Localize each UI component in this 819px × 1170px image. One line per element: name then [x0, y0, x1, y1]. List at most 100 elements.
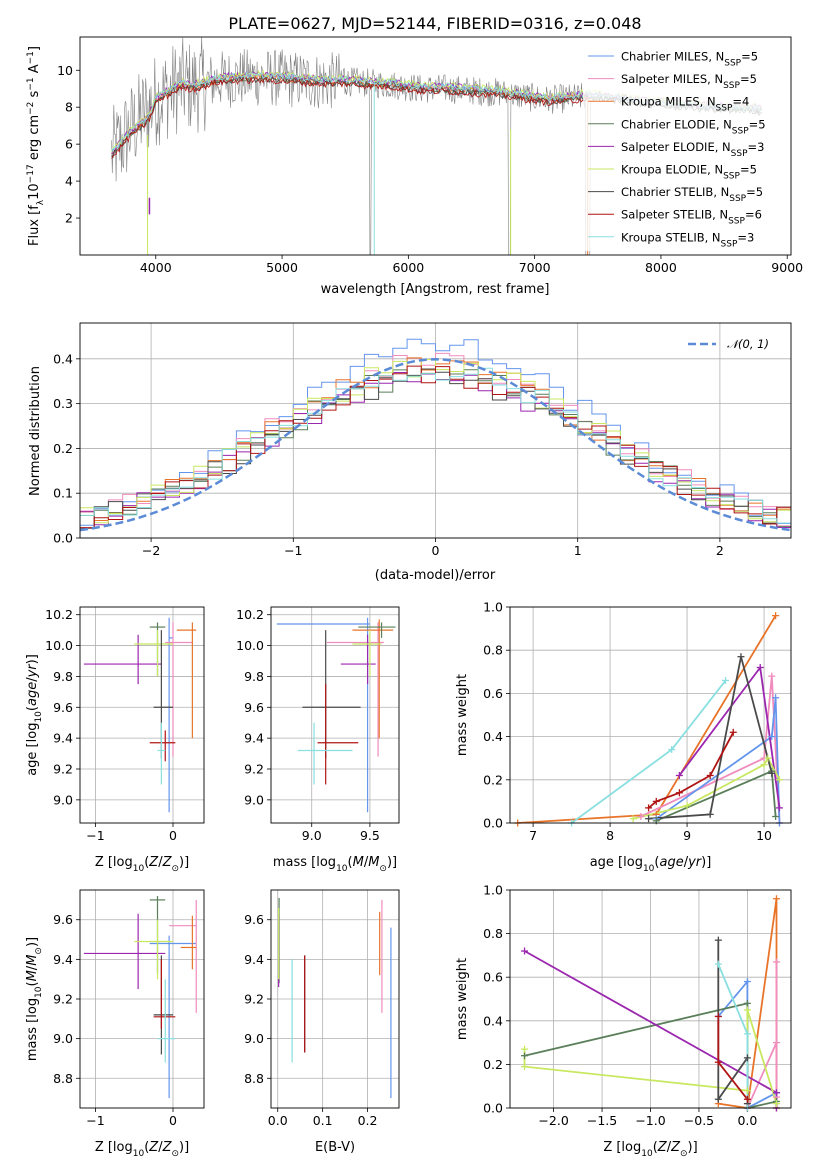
y-tick-label: 0.3 [53, 396, 73, 411]
label-part: 10 [34, 711, 44, 723]
mass-vs-metallicity-panel: −1 08.89.09.29.49.6Z [log10(Z/Z⊙)]mass [l… [25, 889, 205, 1159]
label-part: erg cm [27, 115, 42, 164]
normal-curve [80, 358, 791, 532]
y-axis-label: mass weight [455, 958, 470, 1040]
label-part: / [158, 1140, 163, 1155]
x-axis-label: (data-model)/error [375, 568, 496, 583]
weight-series-line [648, 731, 735, 809]
x-tick-label: 8 [606, 828, 614, 843]
x-tick-label: 8000 [645, 260, 677, 275]
x-tick-label: 4000 [140, 260, 172, 275]
weight-series-line [648, 656, 773, 820]
y-tick-label: 10 [57, 63, 73, 78]
axes-frame [79, 322, 792, 539]
x-axis-label: E(B-V) [315, 1140, 355, 1155]
y-tick-label: 0.8 [483, 926, 503, 941]
label-part: SSP [731, 149, 748, 159]
label-part: mass [log [25, 998, 40, 1061]
label-part: ] [27, 46, 42, 51]
label-part: M [368, 855, 379, 870]
label-part: Chabrier MILES, N [621, 50, 724, 64]
y-tick-label: 0.0 [483, 1101, 503, 1116]
plot-area [80, 338, 791, 538]
x-tick-label: −0.5 [684, 1113, 714, 1128]
label-part: yr [687, 855, 703, 870]
label-part: / [364, 855, 369, 870]
label-part: Z [657, 1140, 668, 1155]
legend-entry: Salpeter MILES, NSSP=5 [621, 72, 757, 91]
plot-area [83, 895, 197, 1099]
label-part: Kroupa MILES, N [621, 95, 716, 109]
label-part: =5 [746, 185, 763, 199]
y-tick-label: 9.4 [244, 731, 264, 746]
label-part: −2 [26, 102, 36, 115]
y-tick-label: 0.8 [483, 643, 503, 658]
label-part: −17 [26, 164, 36, 183]
label-part: ( [653, 1140, 658, 1155]
y-tick-label: 0.0 [483, 816, 503, 831]
y-axis-label: mass weight [455, 674, 470, 756]
label-part: M [25, 955, 40, 966]
y-tick-label: 9.4 [244, 952, 264, 967]
label-part: −1 [26, 51, 36, 64]
y-tick-label: 0.4 [53, 351, 73, 366]
label-part: =5 [749, 117, 766, 131]
y-tick-label: 0.6 [483, 970, 503, 985]
y-tick-label: 9.6 [244, 912, 264, 927]
label-part: SSP [729, 194, 746, 204]
label-part: =5 [741, 50, 758, 64]
weight-series-line [640, 676, 781, 823]
label-part: ⊙ [34, 947, 44, 955]
model-spectrum-line [111, 76, 588, 159]
label-part: s [27, 90, 42, 101]
y-tick-label: 8.8 [53, 1071, 73, 1086]
legend-entry: Kroupa STELIB, NSSP=3 [621, 230, 754, 249]
y-tick-label: 0.2 [483, 1057, 503, 1072]
age-vs-metallicity-panel: −1 09.09.29.49.69.810.010.2Z [log10(Z/Z⊙)… [25, 606, 205, 874]
y-tick-label: 10.2 [45, 607, 73, 622]
y-axis-label: Flux [fλ10−17 erg cm−2 s−1 A−1] [26, 46, 46, 246]
spectrum-panel: 4000 5000 6000 7000 8000 9000 2 4 6 8 10 Chabrier M… [26, 36, 803, 297]
plot-area [517, 615, 781, 823]
age-vs-mass-panel: 9.0 9.5 9.0 9.2 9.4 9.6 9.8 10.0 10.2 mass [log10… [236, 606, 400, 874]
y-tick-label: 0.2 [483, 772, 503, 787]
label-part: ( [25, 706, 40, 711]
label-part: M [25, 970, 40, 981]
label-part: Flux [f [27, 205, 42, 246]
model-spectrum-line [111, 73, 588, 154]
y-tick-label: 9.0 [53, 792, 73, 807]
label-part: 10 [27, 183, 42, 200]
label-part: =3 [737, 230, 754, 244]
label-part: ( [348, 855, 353, 870]
legend-entry: Salpeter STELIB, NSSP=6 [621, 208, 762, 227]
label-part: Z [162, 1140, 173, 1155]
y-tick-label: 9.6 [244, 700, 264, 715]
y-tick-label: 9.2 [244, 762, 264, 777]
label-part: )] [179, 855, 189, 870]
plot-area [278, 897, 392, 1099]
label-part: SSP [716, 104, 733, 114]
x-tick-label: 9 [683, 828, 691, 843]
legend-background [583, 46, 789, 251]
label-part: Z [log [95, 1140, 133, 1155]
legend-entry: Chabrier MILES, NSSP=5 [621, 50, 758, 69]
label-part: Salpeter STELIB, N [621, 208, 728, 222]
label-part: M [353, 855, 364, 870]
weight-series-line [655, 697, 781, 823]
axes-frame [79, 606, 205, 824]
y-tick-label: 0.1 [53, 486, 73, 501]
label-part: age [25, 682, 40, 706]
label-part: )] [25, 654, 40, 664]
y-tick-label: 8.8 [244, 1071, 264, 1086]
y-tick-label: 9.8 [244, 669, 264, 684]
plot-area [276, 617, 396, 813]
label-part: / [158, 855, 163, 870]
x-tick-label: 0 [432, 543, 440, 558]
x-tick-label: 9000 [771, 260, 803, 275]
label-part: −1 [26, 77, 36, 90]
x-tick-label: −1.0 [635, 1113, 665, 1128]
y-tick-label: 9.6 [53, 912, 73, 927]
label-part: ( [144, 855, 149, 870]
label-part: age [log [590, 855, 643, 870]
